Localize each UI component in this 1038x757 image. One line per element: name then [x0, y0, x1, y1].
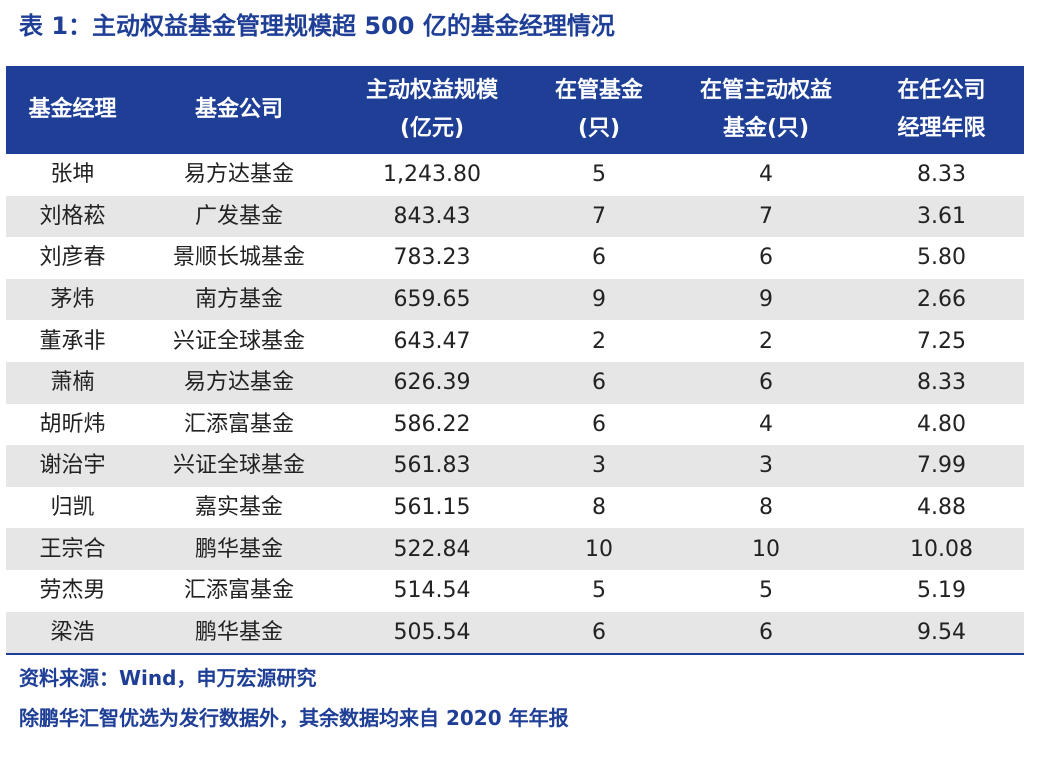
cell-manager: 董承非: [39, 328, 106, 354]
cell-tenure: 10.08: [910, 536, 973, 562]
cell-active-funds: 4: [759, 162, 773, 188]
table-header: 基金经理 基金公司 主动权益规模 (亿元) 在管基金 (只) 在管主动权益 基金…: [6, 66, 1024, 154]
cell-funds-managed: 8: [592, 495, 606, 521]
cell-manager: 茅炜: [50, 287, 95, 313]
cell-aum: 561.15: [393, 495, 471, 521]
cell-manager: 刘格菘: [39, 203, 106, 229]
cell-aum: 843.43: [393, 203, 471, 229]
cell-tenure: 7.25: [917, 328, 966, 354]
cell-aum: 561.83: [393, 453, 471, 479]
data-remark: 除鹏华汇智优选为发行数据外，其余数据均来自 2020 年年报: [19, 706, 569, 730]
header-company: 基金公司: [194, 97, 283, 122]
cell-active-funds: 8: [759, 495, 773, 521]
cell-tenure: 8.33: [917, 370, 966, 396]
cell-aum: 586.22: [393, 411, 471, 437]
cell-active-funds: 6: [759, 619, 773, 645]
cell-tenure: 4.88: [917, 495, 966, 521]
cell-tenure: 5.80: [917, 245, 966, 271]
cell-funds-managed: 10: [585, 536, 613, 562]
header-row: 基金经理 基金公司 主动权益规模 (亿元) 在管基金 (只) 在管主动权益 基金…: [6, 66, 1024, 154]
table-row: 萧楠 易方达基金 626.39 6 6 8.33: [6, 361, 1024, 404]
cell-aum: 514.54: [393, 578, 471, 604]
source-note: 资料来源：Wind，申万宏源研究: [19, 666, 317, 690]
table-row: 谢治宇 兴证全球基金 561.83 3 3 7.99: [6, 445, 1024, 487]
table-row: 胡昕炜 汇添富基金 586.22 6 4 4.80: [6, 403, 1024, 446]
cell-active-funds: 6: [759, 245, 773, 271]
cell-tenure: 7.99: [917, 453, 966, 479]
cell-company: 兴证全球基金: [172, 453, 305, 479]
table-row: 王宗合 鹏华基金 522.84 10 10 10.08: [6, 528, 1024, 570]
cell-company: 鹏华基金: [194, 536, 283, 562]
cell-aum: 505.54: [393, 619, 471, 645]
cell-active-funds: 10: [752, 536, 780, 562]
cell-company: 易方达基金: [183, 370, 294, 396]
cell-company: 兴证全球基金: [172, 328, 305, 354]
table-bottom-rule: [6, 653, 1024, 655]
cell-company: 汇添富基金: [183, 578, 294, 604]
table-row: 刘彦春 景顺长城基金 783.23 6 6 5.80: [6, 237, 1024, 279]
table-row: 刘格菘 广发基金 843.43 7 7 3.61: [6, 195, 1024, 238]
cell-aum: 522.84: [393, 536, 471, 562]
cell-company: 嘉实基金: [194, 495, 283, 521]
table-body: 张坤 易方达基金 1,243.80 5 4 8.33 刘格菘 广发基金 843.43 7 7 3.61…: [6, 154, 1024, 654]
cell-funds-managed: 6: [592, 619, 606, 645]
cell-company: 南方基金: [194, 287, 283, 313]
cell-aum: 626.39: [393, 370, 471, 396]
cell-tenure: 3.61: [917, 203, 966, 229]
cell-funds-managed: 5: [592, 578, 606, 604]
cell-tenure: 5.19: [917, 578, 966, 604]
header-aum: 主动权益规模 (亿元): [365, 78, 498, 141]
cell-active-funds: 5: [759, 578, 773, 604]
cell-manager: 梁浩: [50, 619, 95, 645]
cell-active-funds: 2: [759, 328, 773, 354]
cell-aum: 643.47: [393, 328, 471, 354]
cell-active-funds: 6: [759, 370, 773, 396]
table-row: 董承非 兴证全球基金 643.47 2 2 7.25: [6, 320, 1024, 362]
cell-company: 景顺长城基金: [172, 245, 305, 271]
cell-manager: 归凯: [50, 495, 95, 521]
cell-manager: 王宗合: [39, 536, 106, 562]
cell-funds-managed: 6: [592, 411, 606, 437]
cell-manager: 胡昕炜: [39, 411, 106, 437]
cell-active-funds: 3: [759, 453, 773, 479]
cell-tenure: 9.54: [917, 619, 966, 645]
table-row: 劳杰男 汇添富基金 514.54 5 5 5.19: [6, 569, 1024, 612]
cell-manager: 萧楠: [50, 370, 95, 396]
cell-active-funds: 9: [759, 287, 773, 313]
cell-company: 鹏华基金: [194, 619, 283, 645]
cell-manager: 张坤: [50, 162, 95, 188]
table-row: 茅炜 南方基金 659.65 9 9 2.66: [6, 278, 1024, 321]
cell-funds-managed: 6: [592, 245, 606, 271]
cell-aum: 783.23: [393, 245, 471, 271]
cell-tenure: 4.80: [917, 411, 966, 437]
cell-aum: 659.65: [393, 287, 471, 313]
cell-aum: 1,243.80: [383, 162, 481, 188]
header-funds-managed: 在管基金 (只): [554, 78, 643, 141]
cell-company: 易方达基金: [183, 162, 294, 188]
cell-tenure: 2.66: [917, 287, 966, 313]
cell-company: 广发基金: [194, 203, 283, 229]
cell-manager: 谢治宇: [39, 453, 106, 479]
cell-active-funds: 4: [759, 411, 773, 437]
cell-tenure: 8.33: [917, 162, 966, 188]
table-row: 归凯 嘉实基金 561.15 8 8 4.88: [6, 486, 1024, 529]
cell-funds-managed: 5: [592, 162, 606, 188]
cell-active-funds: 7: [759, 203, 773, 229]
cell-company: 汇添富基金: [183, 411, 294, 437]
fund-manager-table: 基金经理 基金公司 主动权益规模 (亿元) 在管基金 (只) 在管主动权益 基金…: [6, 66, 1024, 654]
header-tenure: 在任公司 经理年限: [897, 78, 986, 141]
header-manager: 基金经理: [28, 97, 117, 122]
cell-funds-managed: 9: [592, 287, 606, 313]
cell-funds-managed: 3: [592, 453, 606, 479]
cell-manager: 刘彦春: [39, 245, 106, 271]
cell-manager: 劳杰男: [39, 578, 106, 604]
table-title: 表 1：主动权益基金管理规模超 500 亿的基金经理情况: [19, 12, 615, 40]
cell-funds-managed: 7: [592, 203, 606, 229]
cell-funds-managed: 2: [592, 328, 606, 354]
header-active-funds: 在管主动权益 基金(只): [699, 78, 832, 141]
cell-funds-managed: 6: [592, 370, 606, 396]
table-row: 梁浩 鹏华基金 505.54 6 6 9.54: [6, 611, 1024, 654]
table-row: 张坤 易方达基金 1,243.80 5 4 8.33: [6, 154, 1024, 196]
